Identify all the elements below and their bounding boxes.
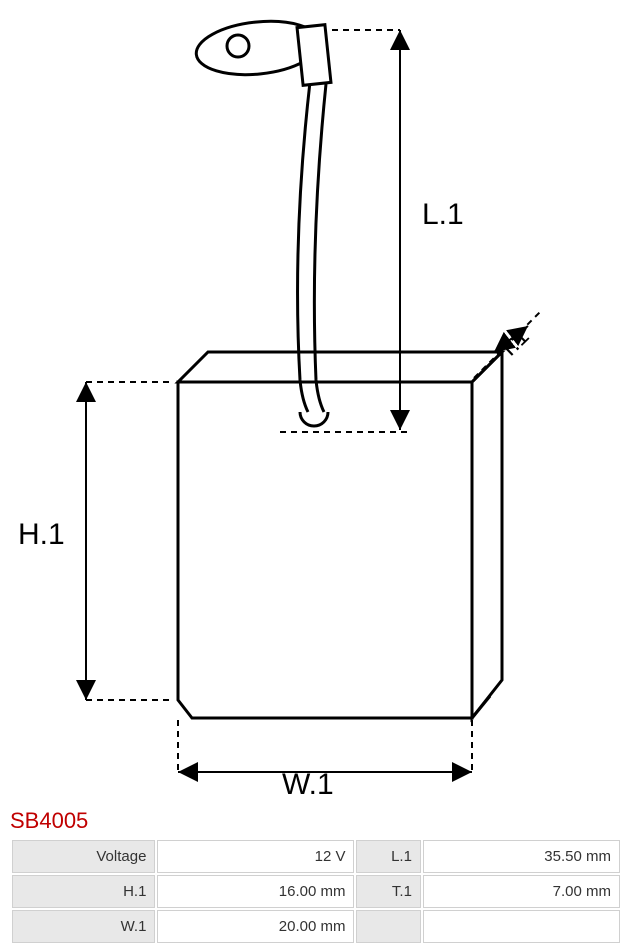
spec-value: [423, 910, 620, 943]
dim-label-w1: W.1: [282, 768, 334, 802]
spec-label: H.1: [12, 875, 155, 908]
spec-label: [356, 910, 420, 943]
spec-value: 20.00 mm: [157, 910, 354, 943]
spec-value: 12 V: [157, 840, 354, 873]
table-row: W.1 20.00 mm: [12, 910, 620, 943]
dim-label-h1: H.1: [18, 518, 65, 552]
spec-label: W.1: [12, 910, 155, 943]
spec-value: 7.00 mm: [423, 875, 620, 908]
spec-value: 16.00 mm: [157, 875, 354, 908]
dim-label-l1: L.1: [422, 198, 464, 232]
table-row: H.1 16.00 mm T.1 7.00 mm: [12, 875, 620, 908]
spec-label: Voltage: [12, 840, 155, 873]
spec-label: T.1: [356, 875, 420, 908]
spec-value: 35.50 mm: [423, 840, 620, 873]
table-row: Voltage 12 V L.1 35.50 mm: [12, 840, 620, 873]
spec-table: Voltage 12 V L.1 35.50 mm H.1 16.00 mm T…: [10, 838, 622, 945]
technical-diagram: H.1 W.1 L.1 T.1: [0, 0, 632, 810]
part-number: SB4005: [10, 808, 88, 834]
terminal-lug: [194, 16, 331, 86]
spec-label: L.1: [356, 840, 420, 873]
brush-drawing: [0, 0, 632, 810]
